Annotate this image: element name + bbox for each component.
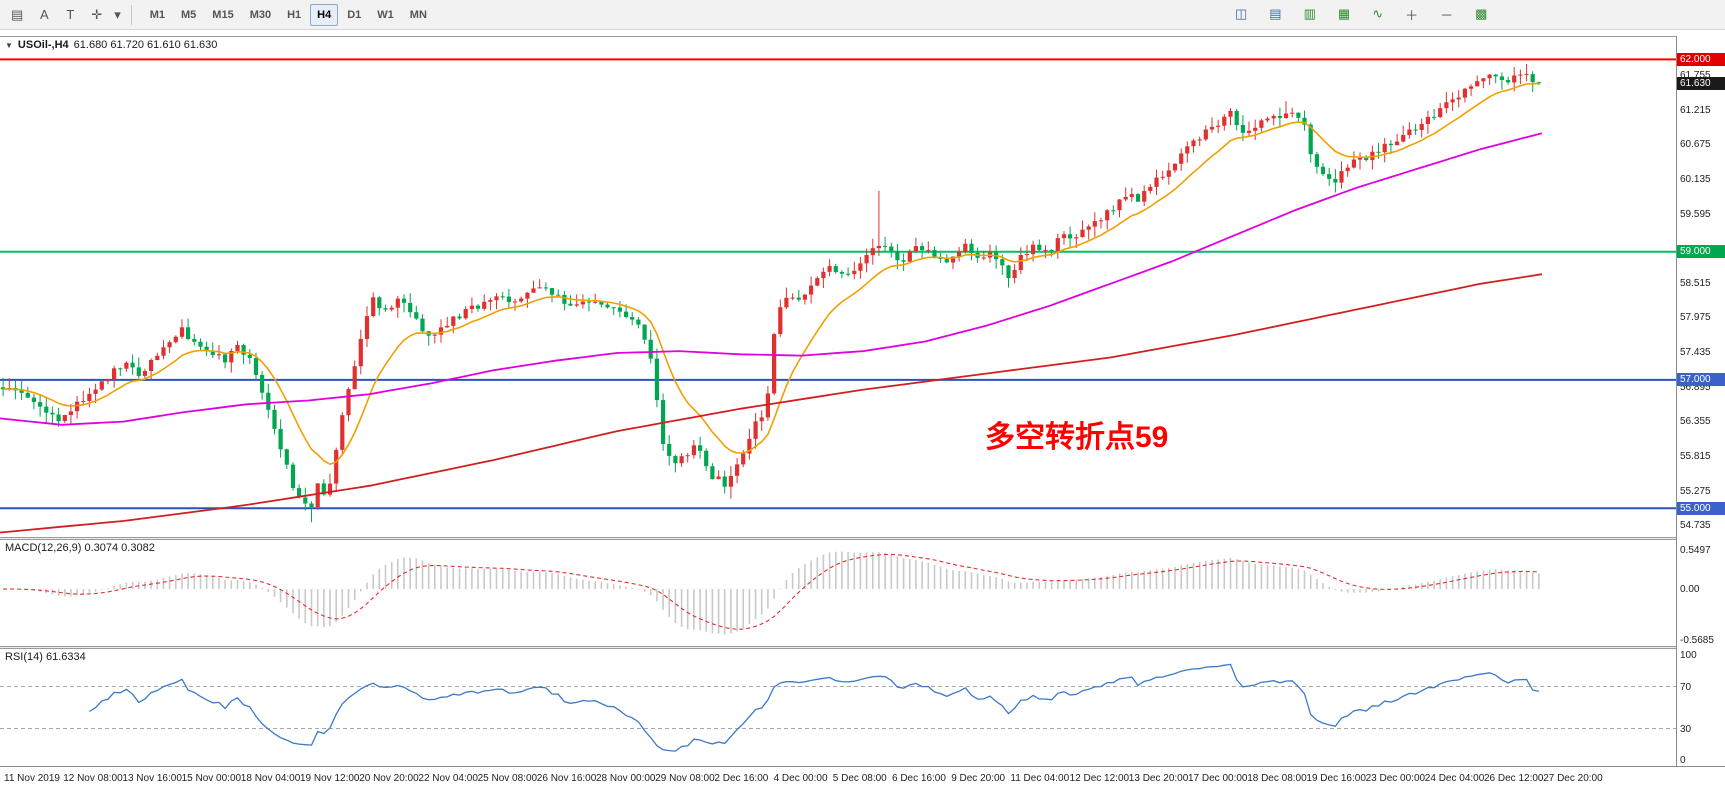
time-axis-label: 5 Dec 08:00 xyxy=(832,773,887,784)
price-grid-label: 55.275 xyxy=(1680,485,1711,497)
time-axis-label: 2 Dec 16:00 xyxy=(714,773,769,784)
price-grid-label: 60.135 xyxy=(1680,173,1711,185)
time-axis-label: 28 Nov 00:00 xyxy=(596,773,656,784)
price-grid-label: 59.595 xyxy=(1680,208,1711,220)
time-axis-label: 9 Dec 20:00 xyxy=(951,773,1006,784)
time-axis-label: 26 Nov 16:00 xyxy=(536,773,597,784)
timeframe-h4-button[interactable]: H4 xyxy=(310,3,339,26)
one-click-trading-collapse-icon[interactable]: ▼ xyxy=(5,40,13,50)
time-axis[interactable]: 11 Nov 2019 12 Nov 08:00 13 Nov 16:00 15 No… xyxy=(0,766,1725,792)
text-label-button[interactable]: T xyxy=(66,7,75,22)
time-axis-label: 11 Nov 2019 xyxy=(4,773,60,784)
toolbar: ▤ A T ✛ ▾ M1 M5 M15 M30 H1 H4 D1 W1 MN ◫ ▤ ▥ ▦ ∿ ＋ － ▩ xyxy=(0,0,1725,30)
pane-splitter-macd[interactable] xyxy=(0,537,1725,540)
zoom-out-icon[interactable]: － xyxy=(1440,7,1454,23)
rsi-value: 61.6334 xyxy=(45,651,86,663)
time-axis-label: 20 Nov 20:00 xyxy=(359,773,419,784)
time-axis-label: 18 Nov 04:00 xyxy=(240,773,301,784)
time-axis-label: 26 Dec 12:00 xyxy=(1484,773,1544,784)
toolbar-right-group: ◫ ▤ ▥ ▦ ∿ ＋ － ▩ xyxy=(1228,3,1494,25)
price-grid-label: 58.515 xyxy=(1680,277,1711,289)
macd-indicator-pane[interactable] xyxy=(0,540,1676,646)
drawing-tools-caret[interactable]: ▾ xyxy=(114,6,121,22)
price-scale[interactable]: 61.755 61.215 60.675 60.135 59.595 58.515 57.9… xyxy=(1677,36,1725,792)
timeframe-mn-button[interactable]: MN xyxy=(409,8,427,21)
level-price-tag: 55.000 xyxy=(1677,501,1725,515)
price-grid-label: 60.675 xyxy=(1680,139,1711,151)
macd-scale-zero: 0.00 xyxy=(1680,584,1700,596)
rsi-scale-label: 100 xyxy=(1680,650,1697,661)
price-grid-label: 56.355 xyxy=(1680,416,1711,428)
timeframe-group: M1 M5 M15 M30 H1 H4 D1 W1 MN xyxy=(143,3,434,26)
timeframe-h1-button[interactable]: H1 xyxy=(287,8,302,21)
time-axis-label: 12 Dec 12:00 xyxy=(1069,773,1130,784)
rsi-scale-label: 0 xyxy=(1680,755,1686,766)
rsi-scale-label: 30 xyxy=(1680,723,1692,735)
price-grid-label: 61.755 xyxy=(1680,70,1711,82)
macd-scale-bottom: -0.5685 xyxy=(1680,635,1714,646)
insert-text-button[interactable]: A xyxy=(39,7,49,22)
time-axis-label: 11 Dec 04:00 xyxy=(1010,773,1070,784)
indicators-icon[interactable]: ▩ xyxy=(1475,6,1488,21)
timeframe-m5-button[interactable]: M5 xyxy=(181,8,197,21)
current-price-tag: 61.630 xyxy=(1677,76,1725,90)
macd-name: MACD(12,26,9) xyxy=(5,542,82,554)
rsi-name: RSI(14) xyxy=(5,651,43,663)
timeframe-m30-button[interactable]: M30 xyxy=(249,8,272,21)
timeframe-m1-button[interactable]: M1 xyxy=(149,8,166,21)
toolbar-left-group: ▤ A T ✛ ▾ xyxy=(4,4,124,26)
chart-line-icon[interactable]: ∿ xyxy=(1372,6,1384,21)
price-scale-divider xyxy=(1676,36,1677,792)
price-grid-label: 61.215 xyxy=(1680,104,1711,116)
time-axis-label: 19 Dec 16:00 xyxy=(1306,773,1366,784)
time-axis-label: 19 Nov 12:00 xyxy=(300,773,360,784)
chart-annotation-text[interactable]: 多空转折点59 xyxy=(985,421,1169,454)
macd-scale-top: 0.5497 xyxy=(1680,545,1711,556)
timeframe-w1-button[interactable]: W1 xyxy=(377,8,394,21)
cascade-windows-icon[interactable]: ▤ xyxy=(1269,6,1282,21)
time-axis-label: 13 Dec 20:00 xyxy=(1128,773,1189,784)
time-axis-label: 12 Nov 08:00 xyxy=(63,773,123,784)
time-axis-label: 23 Dec 00:00 xyxy=(1365,773,1426,784)
timeframe-m15-button[interactable]: M15 xyxy=(212,8,234,21)
time-axis-label: 29 Nov 08:00 xyxy=(655,773,715,784)
rsi-scale-label: 70 xyxy=(1680,681,1692,693)
time-axis-label: 24 Dec 04:00 xyxy=(1424,773,1485,784)
crosshair-tool-button[interactable]: ✛ xyxy=(91,6,103,22)
pane-splitter-rsi[interactable] xyxy=(0,646,1725,649)
time-axis-label: 25 Nov 08:00 xyxy=(477,773,538,784)
chart-bars-icon[interactable]: ▥ xyxy=(1303,6,1316,21)
macd-label: MACD(12,26,9) 0.3074 0.3082 xyxy=(5,542,155,554)
price-grid-label: 55.815 xyxy=(1680,450,1711,462)
timeframe-d1-button[interactable]: D1 xyxy=(347,8,362,21)
price-grid-label: 57.435 xyxy=(1680,347,1711,359)
time-axis-label: 6 Dec 16:00 xyxy=(892,773,946,784)
price-grid-label: 56.895 xyxy=(1680,381,1711,393)
time-axis-label: 18 Dec 08:00 xyxy=(1247,773,1307,784)
chart-ohlc-values: 61.680 61.720 61.610 61.630 xyxy=(73,39,218,51)
time-axis-label: 15 Nov 00:00 xyxy=(181,773,242,784)
time-axis-label: 22 Nov 04:00 xyxy=(418,773,478,784)
price-grid-label: 54.735 xyxy=(1680,520,1711,532)
main-price-chart[interactable] xyxy=(0,37,1676,537)
chart-candles-icon[interactable]: ▦ xyxy=(1337,6,1351,21)
level-price-tag: 59.000 xyxy=(1677,245,1725,259)
time-axis-label: 13 Nov 16:00 xyxy=(122,773,182,784)
rsi-indicator-pane[interactable] xyxy=(0,649,1676,766)
level-price-tag: 62.000 xyxy=(1677,52,1725,66)
macd-values: 0.3074 0.3082 xyxy=(84,542,155,554)
time-axis-label: 4 Dec 00:00 xyxy=(773,773,828,784)
chart-window-icon[interactable]: ▤ xyxy=(11,6,24,22)
price-grid-label: 57.975 xyxy=(1680,312,1711,324)
time-axis-label: 27 Dec 20:00 xyxy=(1543,773,1603,784)
time-axis-label: 17 Dec 00:00 xyxy=(1188,773,1248,784)
toolbar-divider xyxy=(130,4,132,25)
chart-ohlc-header: ▼ USOil-,H4 61.680 61.720 61.610 61.630 xyxy=(5,39,217,51)
tile-windows-icon[interactable]: ◫ xyxy=(1235,6,1248,21)
chart-symbol-label: USOil-,H4 xyxy=(17,39,69,51)
rsi-label: RSI(14) 61.6334 xyxy=(5,651,86,663)
level-price-tag: 57.000 xyxy=(1677,373,1725,387)
zoom-in-icon[interactable]: ＋ xyxy=(1405,7,1419,23)
